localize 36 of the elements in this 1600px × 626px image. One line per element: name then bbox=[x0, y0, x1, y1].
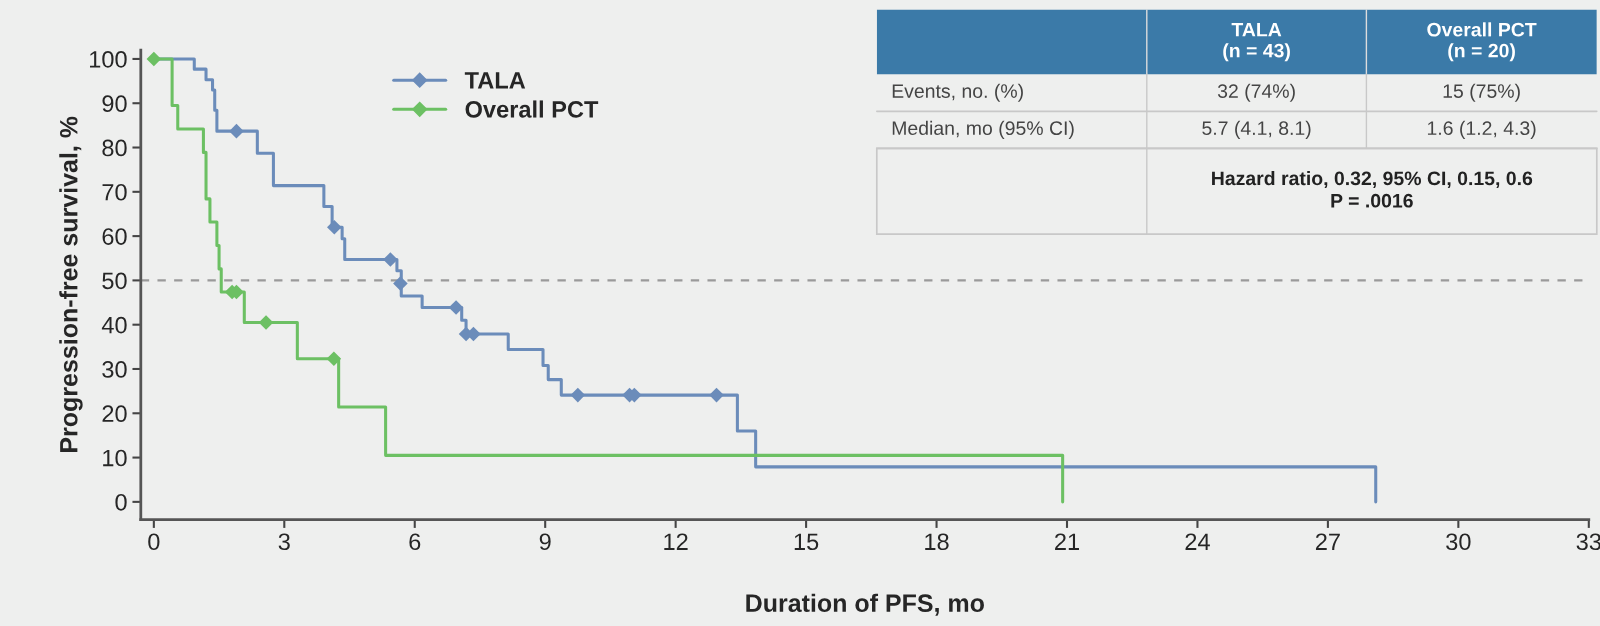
y-tick-label: 0 bbox=[115, 493, 127, 511]
y-tick-label: 30 bbox=[102, 361, 127, 378]
y-tick-label: 90 bbox=[102, 95, 127, 113]
x-tick-label: 6 bbox=[409, 533, 421, 551]
x-tick-label: 33 bbox=[1576, 533, 1600, 551]
annotation: 5.7 (4.1, 8.1) bbox=[1202, 120, 1311, 139]
x-tick-label: 30 bbox=[1446, 533, 1471, 551]
annotation: 32 (74%) bbox=[1217, 83, 1295, 102]
y-tick-label: 20 bbox=[102, 405, 127, 423]
y-tick-label: 40 bbox=[101, 316, 127, 334]
x-tick-label: 12 bbox=[664, 533, 688, 550]
x-tick-label: 0 bbox=[148, 533, 160, 551]
x-axis-title: Duration of PFS, mo bbox=[746, 593, 984, 616]
x-tick-label: 15 bbox=[794, 533, 819, 551]
annotation: Overall PCT (n = 20) bbox=[1427, 22, 1537, 62]
x-tick-label: 24 bbox=[1185, 533, 1210, 550]
x-tick-label: 18 bbox=[925, 533, 949, 551]
annotation: Median, mo (95% CI) bbox=[892, 120, 1074, 139]
x-tick-label: 27 bbox=[1315, 533, 1340, 550]
annotation: 15 (75%) bbox=[1443, 83, 1520, 102]
y-tick-label: 70 bbox=[102, 183, 127, 201]
legend-label: TALA bbox=[464, 72, 526, 89]
y-tick-label: 50 bbox=[102, 272, 127, 290]
annotation: Events, no. (%) bbox=[892, 83, 1023, 102]
y-tick-label: 100 bbox=[90, 51, 127, 68]
annotation: TALA (n = 43) bbox=[1223, 23, 1290, 62]
annotation: 1.6 (1.2, 4.3) bbox=[1427, 120, 1536, 139]
annotation: Hazard ratio, 0.32, 95% CI, 0.15, 0.6 P = .0016 bbox=[1212, 170, 1533, 208]
y-tick-label: 10 bbox=[103, 449, 127, 467]
legend-label: Overall PCT bbox=[465, 100, 599, 118]
x-tick-label: 9 bbox=[539, 533, 551, 551]
x-tick-label: 3 bbox=[278, 533, 290, 551]
x-tick-label: 21 bbox=[1055, 533, 1079, 550]
y-axis-title: Progression-free survival, % bbox=[59, 116, 83, 452]
y-tick-label: 60 bbox=[102, 228, 127, 245]
y-tick-label: 80 bbox=[102, 139, 127, 157]
